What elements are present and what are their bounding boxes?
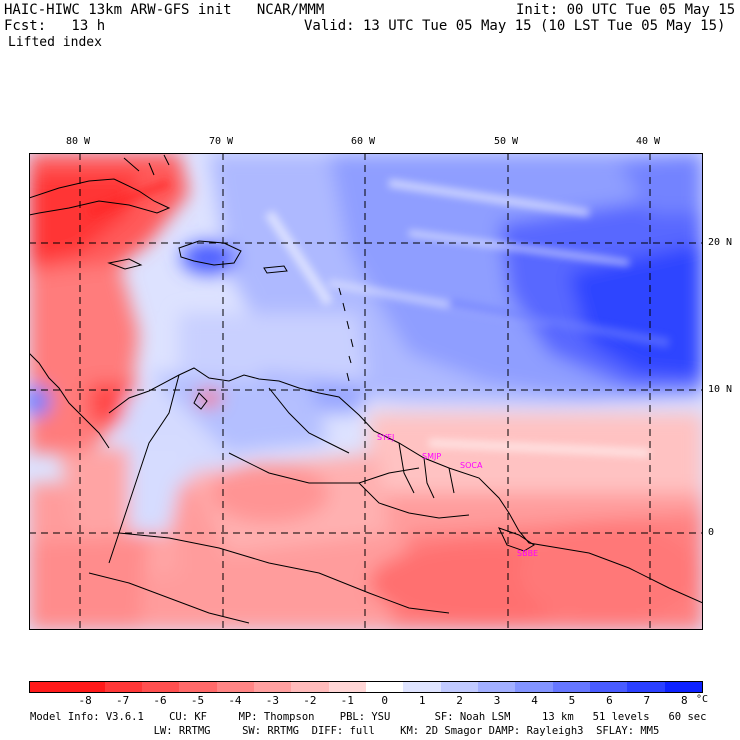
lat-label-0: 0	[708, 527, 715, 538]
lon-label-60w: 60 W	[351, 136, 376, 147]
lon-label-40w: 40 W	[636, 136, 661, 147]
station-sbbe: SBBE	[517, 549, 538, 558]
colorbar-segment	[403, 682, 441, 692]
station-soca: SOCA	[460, 461, 483, 470]
colorbar-tick-label: -1	[340, 694, 354, 707]
valid-time: Valid: 13 UTC Tue 05 May 15 (10 LST Tue …	[304, 18, 726, 34]
colorbar-tick-label: 3	[493, 694, 501, 707]
station-labels: SYEJ SMJP SOCA SBBE	[377, 433, 538, 558]
colorbar	[29, 681, 703, 693]
colorbar-segment	[179, 682, 217, 692]
colorbar-unit: °C	[696, 694, 709, 705]
coastlines	[29, 154, 703, 624]
field-texture	[87, 178, 670, 457]
field-shading	[29, 153, 703, 630]
colorbar-segment	[627, 682, 665, 692]
colorbar-tick-label: -2	[303, 694, 317, 707]
colorbar-tick-label: 7	[643, 694, 651, 707]
colorbar-segment	[552, 682, 590, 692]
colorbar-tick-label: -7	[115, 694, 130, 707]
station-smjp: SMJP	[422, 452, 441, 461]
lon-label-50w: 50 W	[494, 136, 519, 147]
colorbar-segment	[365, 682, 404, 692]
colorbar-segment	[216, 682, 254, 692]
colorbar-segment	[477, 682, 516, 692]
colorbar-tick-label: 6	[606, 694, 613, 707]
colorbar-segment	[291, 682, 329, 692]
station-syej: SYEJ	[377, 433, 394, 442]
colorbar-segment	[30, 682, 68, 692]
forecast-hour: Fcst: 13 h	[4, 18, 106, 34]
colorbar-segment	[328, 682, 366, 692]
colorbar-segment	[515, 682, 553, 692]
colorbar-tick-label: 2	[456, 694, 463, 707]
colorbar-segment	[589, 682, 628, 692]
colorbar-segment	[664, 682, 702, 692]
colorbar-segment	[253, 682, 292, 692]
colorbar-tick-label: 1	[418, 694, 426, 707]
lon-label-70w: 70 W	[209, 136, 234, 147]
lon-label-80w: 80 W	[66, 136, 91, 147]
colorbar-tick-label: 0	[381, 694, 389, 707]
colorbar-segment	[440, 682, 478, 692]
colorbar-tick-label: -8	[78, 694, 92, 707]
lat-label-20n: 20 N	[708, 237, 733, 248]
model-title: HAIC-HIWC 13km ARW-GFS init NCAR/MMM	[4, 2, 325, 18]
colorbar-segment	[104, 682, 142, 692]
model-info-line1: Model Info: V3.6.1 CU: KF MP: Thompson P…	[30, 711, 707, 723]
colorbar-segment	[67, 682, 105, 692]
colorbar-tick-label: 5	[568, 694, 576, 707]
model-info-line2: LW: RRTMG SW: RRTMG DIFF: full KM: 2D Sm…	[122, 725, 660, 737]
init-time: Init: 00 UTC Tue 05 May 15	[516, 2, 736, 18]
colorbar-tick-label: -6	[153, 694, 167, 707]
colorbar-tick-label: 8	[680, 694, 688, 707]
colorbar-tick-label: -4	[228, 694, 242, 707]
colorbar-tick-label: -5	[190, 694, 205, 707]
lat-label-10n: 10 N	[708, 384, 733, 395]
map-frame	[29, 153, 703, 630]
lifted-index-map: SYEJ SMJP SOCA SBBE	[29, 153, 703, 630]
colorbar-tick-label: -3	[265, 694, 279, 707]
field-name: Lifted index	[8, 35, 102, 50]
lat-lon-grid	[29, 153, 703, 630]
colorbar-tick-label: 4	[531, 694, 538, 707]
colorbar-segment	[141, 682, 180, 692]
